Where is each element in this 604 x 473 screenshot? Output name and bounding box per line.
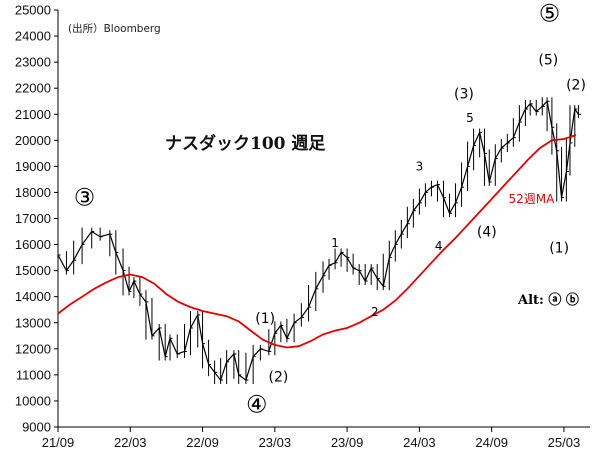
y-tick-label: 12000 bbox=[15, 341, 51, 356]
y-tick-label: 18000 bbox=[15, 185, 51, 200]
x-tick-labels: 21/09 22/03 22/09 23/03 23/09 24/03 24/09 25/03 bbox=[42, 427, 581, 450]
moving-average-series bbox=[57, 134, 577, 349]
wave-annotation: (1) bbox=[549, 240, 569, 256]
wave-annotation: 4 bbox=[435, 239, 443, 253]
y-tick-label: 21000 bbox=[15, 107, 51, 122]
wave-annotations: ③ ④ ⑤ (1) (2) 1 2 3 4 (3) 5 (4) (5) (2) (1) bbox=[74, 0, 586, 419]
y-tick-label: 20000 bbox=[15, 133, 51, 148]
x-tick-label: 24/03 bbox=[403, 435, 436, 450]
y-tick-label: 23000 bbox=[15, 55, 51, 70]
x-tick-label: 25/03 bbox=[548, 435, 581, 450]
x-tick-label: 21/09 bbox=[42, 435, 75, 450]
x-tick-label: 23/03 bbox=[259, 435, 292, 450]
wave-annotation: 3 bbox=[416, 159, 424, 173]
y-tick-label: 14000 bbox=[15, 289, 51, 304]
wave-annotation: ③ bbox=[74, 183, 96, 211]
y-tick-label: 22000 bbox=[15, 81, 51, 96]
source-label: (出所）Bloomberg bbox=[68, 22, 161, 35]
wave-annotation: (5) bbox=[538, 53, 558, 69]
wave-annotation: (3) bbox=[454, 87, 474, 103]
alt-label: Alt: ⓐ ⓑ bbox=[517, 292, 579, 308]
x-tick-label: 22/03 bbox=[114, 435, 147, 450]
wave-annotation: (4) bbox=[477, 225, 497, 241]
y-tick-label: 25000 bbox=[15, 3, 51, 18]
x-tick-label: 24/09 bbox=[475, 435, 508, 450]
ma-line bbox=[57, 134, 577, 349]
y-axis: 9000 10000 11000 12000 13000 14000 15000 16000 1… bbox=[15, 3, 59, 435]
x-axis: 21/09 22/03 22/09 23/03 23/09 24/03 24/09 25/03 bbox=[42, 426, 590, 450]
x-tick-label: 22/09 bbox=[186, 435, 219, 450]
y-tick-label: 9000 bbox=[22, 420, 51, 435]
wave-annotation: 5 bbox=[466, 111, 474, 125]
y-tick-label: 19000 bbox=[15, 159, 51, 174]
y-tick-label: 11000 bbox=[16, 367, 51, 382]
ma-label: 52週MA bbox=[509, 192, 556, 206]
y-tick-label: 16000 bbox=[15, 237, 51, 252]
wave-annotation: ④ bbox=[246, 391, 268, 419]
y-tick-label: 15000 bbox=[15, 263, 51, 278]
y-tick-label: 17000 bbox=[15, 211, 51, 226]
y-tick-label: 10000 bbox=[15, 393, 51, 408]
chart-title: ナスダック100 週足 bbox=[165, 133, 325, 154]
price-series bbox=[57, 97, 581, 384]
x-tick-label: 23/09 bbox=[331, 435, 364, 450]
y-tick-label: 13000 bbox=[15, 315, 51, 330]
y-tick-label: 24000 bbox=[15, 29, 51, 44]
y-tick-labels: 9000 10000 11000 12000 13000 14000 15000 16000 1… bbox=[15, 3, 58, 435]
wave-annotation: (2) bbox=[566, 77, 586, 93]
wave-annotation: (2) bbox=[269, 369, 289, 385]
wave-annotation: 1 bbox=[331, 236, 339, 250]
wave-annotation: 2 bbox=[371, 305, 379, 319]
wave-annotation: ⑤ bbox=[539, 0, 561, 28]
wave-annotation: (1) bbox=[255, 311, 275, 327]
